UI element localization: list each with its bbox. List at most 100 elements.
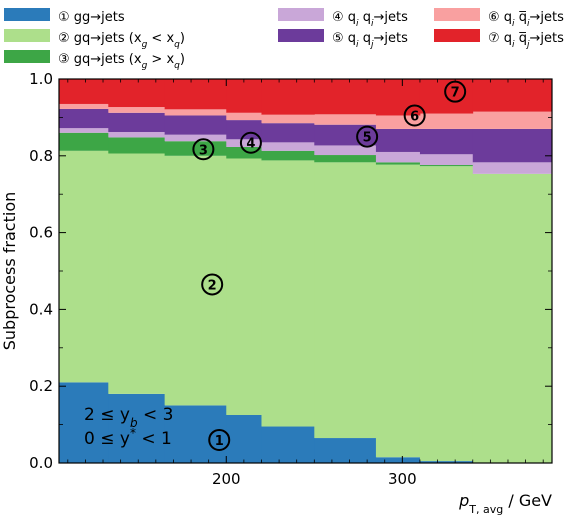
legend-swatch-1 bbox=[4, 8, 50, 21]
area-bin-5-6 bbox=[375, 128, 421, 152]
area-bin-1-4 bbox=[261, 426, 315, 463]
y-tick-label: 0.8 bbox=[29, 147, 53, 165]
area-bin-2-7 bbox=[419, 166, 474, 462]
plot-area: 123 4 567 2 ≤ yb < 30 ≤ y* < 1 0.00.20.40.… bbox=[29, 70, 553, 488]
area-bin-1-2 bbox=[164, 405, 227, 463]
area-bin-4-4 bbox=[261, 142, 315, 151]
area-bin-4-1 bbox=[108, 131, 166, 138]
area-bin-4-5 bbox=[314, 145, 377, 156]
annotation-label-4: 4 bbox=[246, 137, 255, 152]
area-bin-5-7 bbox=[419, 128, 474, 155]
area-bin-1-7 bbox=[419, 461, 474, 463]
kin-range-line: 0 ≤ y* < 1 bbox=[84, 426, 172, 449]
annotation-circle-4 bbox=[239, 131, 262, 154]
legend-swatch-7 bbox=[434, 29, 480, 42]
area-bin-6-2 bbox=[164, 109, 227, 116]
annotation-label-1: 1 bbox=[215, 434, 224, 449]
area-bin-7-8 bbox=[472, 79, 553, 112]
area-bin-4-7 bbox=[419, 154, 474, 166]
area-bin-5-2 bbox=[164, 115, 227, 135]
area-bin-1-0 bbox=[59, 382, 109, 463]
area-bin-3-2 bbox=[164, 141, 227, 156]
area-bin-4-2 bbox=[164, 134, 227, 142]
area-bin-6-6 bbox=[375, 115, 421, 129]
kin-range-line: 2 ≤ yb < 3 bbox=[84, 405, 173, 430]
area-bin-6-7 bbox=[419, 113, 474, 129]
area-bin-2-4 bbox=[261, 160, 315, 427]
x-tick-label: 300 bbox=[388, 470, 417, 488]
area-bin-5-4 bbox=[261, 123, 315, 143]
area-bin-3-3 bbox=[226, 146, 262, 159]
area-bin-5-0 bbox=[59, 108, 109, 129]
area-bin-3-4 bbox=[261, 150, 315, 161]
area-bin-5-3 bbox=[226, 120, 262, 140]
area-bin-2-6 bbox=[375, 164, 421, 458]
area-bin-7-2 bbox=[164, 79, 227, 110]
area-bin-7-0 bbox=[59, 79, 109, 104]
y-tick-label: 0.6 bbox=[29, 224, 53, 242]
area-bin-7-1 bbox=[108, 79, 166, 108]
annotation-label-5: 5 bbox=[363, 131, 372, 146]
legend-label-2: ② gq→jets (xg < xq) bbox=[58, 31, 185, 50]
area-bin-3-6 bbox=[375, 162, 421, 165]
area-bin-1-1 bbox=[108, 393, 166, 463]
area-bin-6-3 bbox=[226, 112, 262, 121]
y-tick-label: 0.0 bbox=[29, 454, 53, 472]
area-bin-3-1 bbox=[108, 137, 166, 154]
annotation-label-6: 6 bbox=[410, 109, 419, 124]
area-bin-6-0 bbox=[59, 103, 109, 109]
legend-label-1: ① gg→jets bbox=[58, 10, 125, 25]
area-bin-1-3 bbox=[226, 415, 262, 463]
area-bin-7-5 bbox=[314, 79, 377, 115]
legend: ① gg→jets ② gq→jets (xg < xq) ③ gq→jets (x… bbox=[4, 8, 564, 71]
area-bin-5-8 bbox=[472, 128, 553, 163]
legend-label-7: ⑦ qi q̅j→jets bbox=[488, 31, 564, 50]
area-bin-2-8 bbox=[472, 173, 553, 463]
legend-label-3: ③ gq→jets (xg > xq) bbox=[58, 52, 185, 71]
legend-swatch-2 bbox=[4, 29, 50, 42]
y-tick-label: 1.0 bbox=[29, 70, 53, 88]
annotation-circle-6 bbox=[403, 104, 426, 127]
kinematic-range-text: 2 ≤ yb < 30 ≤ y* < 1 bbox=[84, 405, 173, 449]
y-tick-label: 0.4 bbox=[29, 300, 53, 318]
area-bin-7-3 bbox=[226, 79, 262, 113]
legend-label-5: ⑤ qi qj→jets bbox=[332, 31, 408, 50]
area-bin-6-4 bbox=[261, 114, 315, 124]
annotation-circle-2 bbox=[201, 273, 224, 296]
area-bin-4-0 bbox=[59, 128, 109, 133]
area-bin-4-6 bbox=[375, 151, 421, 163]
legend-swatch-6 bbox=[434, 8, 480, 21]
area-bin-3-0 bbox=[59, 132, 109, 151]
axis-ticks: 0.0 0.2 0.4 0.6 0.8 1.0 200 300 bbox=[29, 70, 552, 488]
y-tick-label: 0.2 bbox=[29, 377, 53, 395]
area-bin-2-2 bbox=[164, 155, 227, 406]
legend-swatch-5 bbox=[278, 29, 324, 42]
area-bin-3-7 bbox=[419, 165, 474, 167]
annotation-circle-3 bbox=[192, 138, 215, 161]
area-bin-6-5 bbox=[314, 114, 377, 125]
legend-swatch-3 bbox=[4, 50, 50, 63]
area-bin-4-3 bbox=[226, 139, 262, 147]
legend-label-4: ④ qi qi→jets bbox=[332, 10, 408, 29]
annotation-label-3: 3 bbox=[199, 143, 208, 158]
annotation-label-2: 2 bbox=[208, 278, 217, 293]
legend-swatch-4 bbox=[278, 8, 324, 21]
area-bin-6-8 bbox=[472, 111, 553, 129]
x-axis-label: pT, avg / GeV bbox=[458, 491, 552, 516]
area-bin-2-0 bbox=[59, 150, 109, 383]
area-bin-7-6 bbox=[375, 79, 421, 116]
y-axis-label: Subprocess fraction bbox=[0, 192, 19, 350]
area-bin-4-8 bbox=[472, 162, 553, 174]
area-bin-1-5 bbox=[314, 438, 377, 463]
area-bin-7-4 bbox=[261, 79, 315, 115]
annotation-label-7: 7 bbox=[451, 86, 460, 101]
legend-label-6: ⑥ qi q̅i→jets bbox=[488, 10, 564, 29]
x-tick-label: 200 bbox=[212, 470, 241, 488]
area-bin-5-1 bbox=[108, 112, 166, 132]
annotation-circle-5 bbox=[356, 125, 379, 148]
annotation-circle-1 bbox=[208, 428, 231, 451]
process-annotations: 1 2 3 4 5 6 7 bbox=[192, 80, 467, 451]
area-bin-2-5 bbox=[314, 162, 377, 439]
area-bin-2-3 bbox=[226, 158, 262, 416]
